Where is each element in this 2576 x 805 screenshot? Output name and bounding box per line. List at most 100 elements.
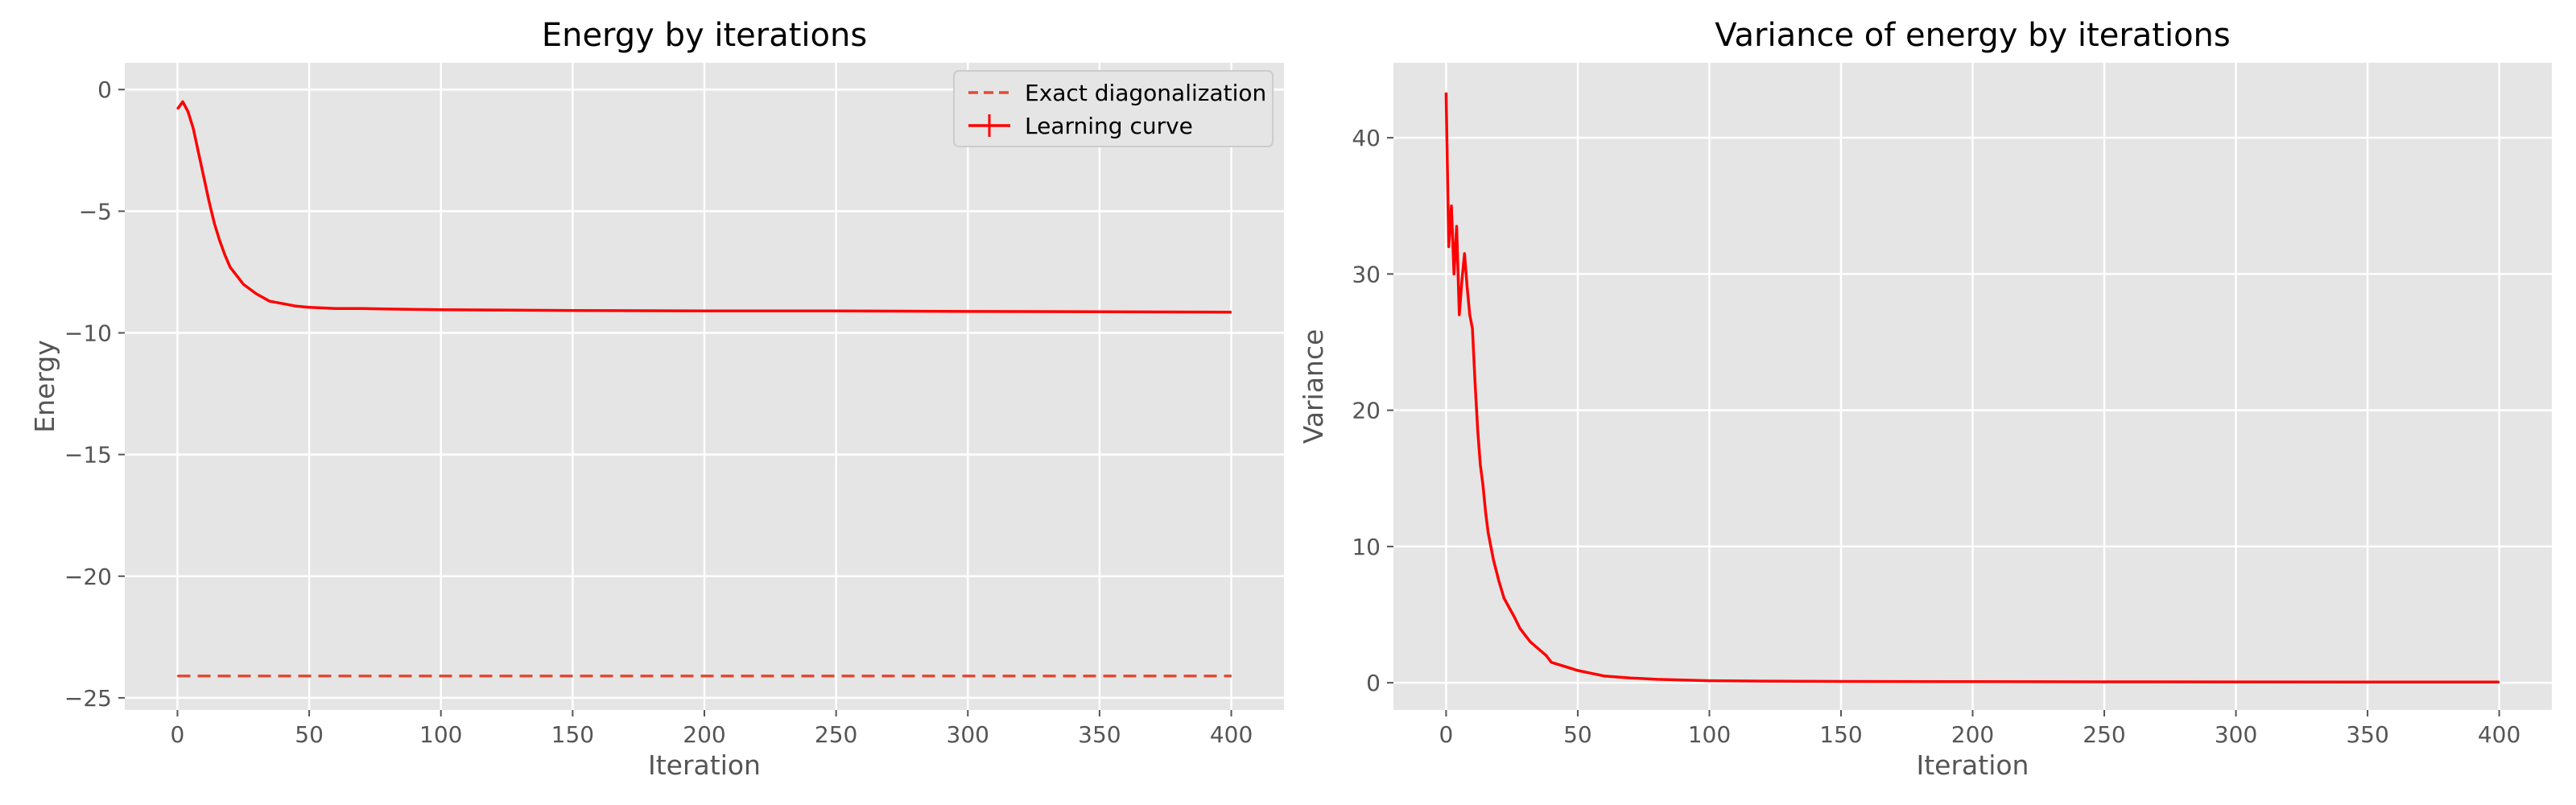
data-point bbox=[1492, 559, 1495, 561]
energy-chart: 0 50 100 150 200 250 300 350 400 0 −5 −10 −15 −20 −25 I… bbox=[29, 17, 1284, 781]
data-point bbox=[387, 308, 390, 310]
x-tick-label: 200 bbox=[1951, 721, 1994, 748]
data-point bbox=[2103, 681, 2105, 683]
y-tick-label: 10 bbox=[1352, 534, 1381, 560]
data-point bbox=[242, 283, 245, 285]
x-tick-label: 400 bbox=[2478, 721, 2520, 748]
data-point bbox=[1761, 680, 1763, 682]
y-axis-label: Variance bbox=[1298, 329, 1329, 444]
data-point bbox=[1503, 597, 1505, 600]
x-tick-label: 250 bbox=[815, 721, 857, 748]
data-point bbox=[1603, 675, 1605, 677]
data-point bbox=[335, 308, 336, 310]
data-point bbox=[1563, 666, 1566, 667]
data-point bbox=[1230, 675, 1232, 677]
data-point bbox=[1530, 641, 1531, 643]
data-point bbox=[1445, 92, 1447, 94]
x-tick-label: 100 bbox=[419, 721, 462, 748]
x-tick-label: 50 bbox=[295, 721, 324, 748]
data-point bbox=[1550, 661, 1553, 663]
chart-title: Energy by iterations bbox=[542, 17, 867, 54]
y-tick-label: −15 bbox=[64, 442, 112, 469]
variance-chart: 0 50 100 150 200 250 300 350 400 0 10 20 30 40 Iterati… bbox=[1298, 17, 2552, 781]
data-point bbox=[308, 306, 310, 308]
data-point bbox=[1509, 607, 1510, 609]
y-tick-label: 0 bbox=[1366, 670, 1381, 696]
x-tick-label: 350 bbox=[1078, 721, 1121, 748]
data-point bbox=[1629, 677, 1632, 679]
x-tick-label: 300 bbox=[947, 721, 989, 748]
x-tick-label: 150 bbox=[1819, 721, 1862, 748]
data-point bbox=[1458, 314, 1460, 316]
x-tick-label: 400 bbox=[1210, 721, 1253, 748]
y-tick-label: 0 bbox=[97, 76, 112, 103]
data-point bbox=[192, 127, 194, 130]
data-point bbox=[197, 152, 200, 154]
data-point bbox=[1469, 314, 1471, 316]
data-point bbox=[182, 101, 184, 103]
data-point bbox=[1099, 311, 1100, 313]
data-point bbox=[1466, 287, 1468, 289]
data-point bbox=[1461, 280, 1463, 282]
data-point bbox=[187, 110, 189, 113]
data-point bbox=[361, 308, 363, 310]
data-point bbox=[1484, 511, 1487, 514]
x-tick-label: 50 bbox=[1563, 721, 1592, 748]
data-point bbox=[1971, 680, 1974, 683]
data-point bbox=[176, 675, 179, 677]
data-point bbox=[1538, 648, 1539, 650]
legend-label-learning: Learning curve bbox=[1025, 113, 1193, 139]
data-point bbox=[835, 310, 837, 312]
data-point bbox=[1451, 204, 1452, 207]
x-tick-label: 350 bbox=[2346, 721, 2388, 748]
data-point bbox=[1472, 328, 1473, 329]
data-point bbox=[1524, 634, 1526, 636]
data-point bbox=[1577, 670, 1579, 671]
y-tick-label: −10 bbox=[64, 320, 112, 347]
y-tick-label: −20 bbox=[64, 564, 112, 590]
x-tick-label: 0 bbox=[171, 721, 185, 748]
data-point bbox=[282, 303, 284, 305]
legend-label-exact: Exact diagonalization bbox=[1025, 80, 1266, 106]
legend bbox=[953, 70, 1274, 147]
data-point bbox=[1230, 312, 1232, 313]
data-point bbox=[1480, 464, 1481, 466]
data-point bbox=[1476, 430, 1479, 431]
data-point bbox=[704, 310, 705, 312]
x-tick-label: 200 bbox=[683, 721, 725, 748]
data-point bbox=[1519, 627, 1521, 630]
y-tick-label: −5 bbox=[79, 198, 112, 225]
data-point bbox=[1708, 679, 1711, 682]
y-tick-label: 30 bbox=[1352, 261, 1381, 287]
data-point bbox=[967, 311, 969, 312]
data-point bbox=[176, 108, 179, 110]
data-point bbox=[1482, 484, 1484, 486]
data-point bbox=[229, 266, 231, 268]
data-point bbox=[203, 176, 204, 178]
x-axis-label: Iteration bbox=[1917, 749, 2029, 781]
data-point bbox=[1656, 679, 1657, 680]
data-point bbox=[572, 309, 574, 312]
data-point bbox=[1474, 382, 1476, 384]
x-axis-label: Iteration bbox=[648, 749, 761, 781]
data-point bbox=[269, 300, 270, 303]
y-tick-label: 40 bbox=[1352, 125, 1381, 151]
series-line bbox=[1444, 93, 2500, 684]
data-point bbox=[255, 293, 258, 295]
data-point bbox=[219, 239, 221, 242]
data-point bbox=[224, 254, 226, 256]
data-point bbox=[1840, 680, 1842, 683]
data-point bbox=[295, 305, 297, 308]
data-point bbox=[1498, 580, 1500, 581]
data-point bbox=[208, 200, 210, 203]
data-point bbox=[2498, 681, 2500, 683]
x-tick-label: 300 bbox=[2215, 721, 2257, 748]
data-point bbox=[1590, 672, 1592, 675]
x-tick-label: 250 bbox=[2083, 721, 2125, 748]
data-point bbox=[1487, 532, 1489, 534]
x-tick-label: 100 bbox=[1688, 721, 1731, 748]
data-point bbox=[2367, 681, 2368, 683]
y-tick-label: 20 bbox=[1352, 398, 1381, 424]
chart-title: Variance of energy by iterations bbox=[1715, 17, 2230, 54]
